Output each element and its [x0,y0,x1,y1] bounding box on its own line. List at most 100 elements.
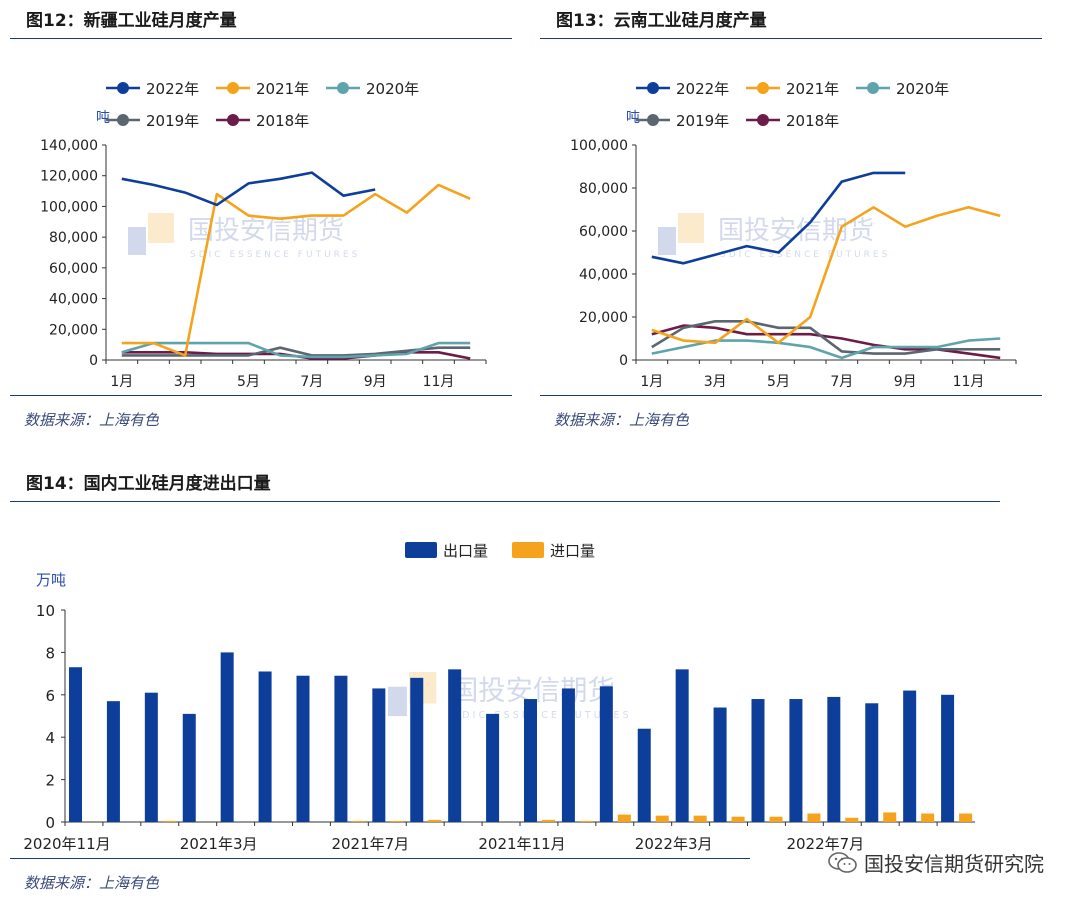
trade-bar-export [524,699,537,822]
watermark-cn: 国投安信期货 [188,216,344,246]
trade-bar-export [69,667,82,822]
trade-ytick-label: 8 [45,644,55,662]
yunnan-ytick-label: 20,000 [579,310,628,326]
trade-bar-import [693,815,707,822]
xinjiang-ytick-label: 120,000 [40,169,98,185]
xinjiang-line-2020 [121,341,471,359]
yunnan-ytick-label: 0 [619,353,628,369]
yunnan-legend-marker-2021 [757,82,769,94]
watermark-yunnan: 国投安信期货 SDIC ESSENCE FUTURES [658,213,890,260]
xinjiang-ytick-label: 20,000 [49,322,98,338]
trade-bar-export [182,713,196,822]
trade-bar-import [428,819,442,822]
yunnan-ytick-label: 100,000 [570,138,628,154]
fig12-title-rule [10,38,512,39]
xinjiang-line-2022 [121,171,376,207]
trade-xtick-label: 2022年3月 [635,835,713,853]
fig12-title: 图12：新疆工业硅月度产量 [26,11,237,31]
trade-bar-export [448,669,462,822]
xinjiang-ytick-label: 0 [89,353,98,369]
trade-bar-import [959,813,973,822]
trade-bar-import [617,814,631,822]
watermark-logo-block [658,227,676,255]
trade-legend-swatch-import [512,542,544,558]
yunnan-legend-marker-2020 [867,82,879,94]
yunnan-legend-label-2022: 2022年 [676,80,729,98]
yunnan-y-unit: 吨 [626,110,640,126]
watermark-en: SDIC ESSENCE FUTURES [453,710,632,721]
wechat-icon [828,851,858,874]
trade-bar-import [352,820,366,822]
trade-bar-export [220,652,234,822]
xinjiang-xtick-label: 11月 [423,374,455,390]
trade-bar-export [486,713,500,822]
xinjiang-legend-marker-2021 [227,82,239,94]
watermark-en: SDIC ESSENCE FUTURES [720,250,890,260]
trade-bar-export [372,688,386,822]
xinjiang-xtick-label: 1月 [110,374,133,390]
trade-bar-export [561,688,575,822]
xinjiang-xtick-label: 9月 [364,374,387,390]
xinjiang-ytick-label: 60,000 [49,261,98,277]
xinjiang-xtick-label: 5月 [237,374,260,390]
trade-bar-export [827,696,841,822]
watermark-logo-block [388,686,407,717]
yunnan-xtick-label: 3月 [704,374,727,390]
trade-bar-export [865,703,879,822]
trade-bar-import [731,816,745,822]
yunnan-line-2022 [651,171,906,265]
watermark-cn: 国投安信期货 [718,216,874,246]
yunnan-legend-label-2021: 2021年 [786,80,839,98]
xinjiang-legend-marker-2019 [117,114,129,126]
trade-xtick-label: 2021年3月 [180,835,258,853]
xinjiang-legend-marker-2022 [117,82,129,94]
yunnan-line-2019 [651,320,1001,355]
watermark-xinjiang: 国投安信期货 SDIC ESSENCE FUTURES [128,213,357,260]
trade-ytick-label: 10 [36,602,55,620]
xinjiang-legend-label-2021: 2021年 [256,80,309,98]
trade-bar-export [637,728,651,822]
trade-bar-export [675,669,689,822]
xinjiang-legend-label-2022: 2022年 [146,80,199,98]
trade-ytick-label: 4 [45,729,55,747]
trade-bar-import [162,820,176,822]
trade-legend-label-export: 出口量 [443,542,488,560]
fig13-source: 数据来源：上海有色 [554,411,690,429]
trade-bar-import [655,815,669,822]
xinjiang-legend-label-2020: 2020年 [366,80,419,98]
xinjiang-ytick-label: 80,000 [49,230,98,246]
xinjiang-ytick-label: 40,000 [49,292,98,308]
fig13-title-rule [540,38,1042,39]
xinjiang-xtick-label: 7月 [300,374,323,390]
yunnan-xtick-label: 1月 [640,374,663,390]
fig13-bottom-rule [540,395,1042,396]
fig14-title-rule [10,501,1000,502]
xinjiang-ytick-label: 100,000 [40,199,98,215]
yunnan-xtick-label: 11月 [953,374,985,390]
trade-bar-export [258,671,272,822]
fig12-bottom-rule [10,395,512,396]
trade-bar-import [883,812,897,822]
yunnan-legend-label-2019: 2019年 [676,112,729,130]
trade-bar-export [296,675,310,822]
trade-legend-swatch-export [405,542,437,558]
xinjiang-line-2021 [121,183,471,357]
trade-legend-label-import: 进口量 [550,542,595,560]
trade-bar-export [941,694,955,822]
trade-bar-import [390,820,404,822]
xinjiang-y-unit: 吨 [96,110,110,126]
xinjiang-legend-marker-2020 [337,82,349,94]
xinjiang-line-2019 [121,346,471,357]
yunnan-xtick-label: 7月 [830,374,853,390]
trade-bar-export [789,699,803,822]
trade-bar-import [807,813,821,822]
trade-xtick-label: 2022年7月 [786,835,864,853]
trade-bar-export [713,707,727,822]
watermark-logo-shape [148,213,174,243]
trade-bar-export [334,675,348,822]
trade-bar-import [579,820,593,822]
trade-bar-import [845,817,859,822]
trade-bar-export [144,692,158,822]
trade-bar-export [751,699,765,822]
